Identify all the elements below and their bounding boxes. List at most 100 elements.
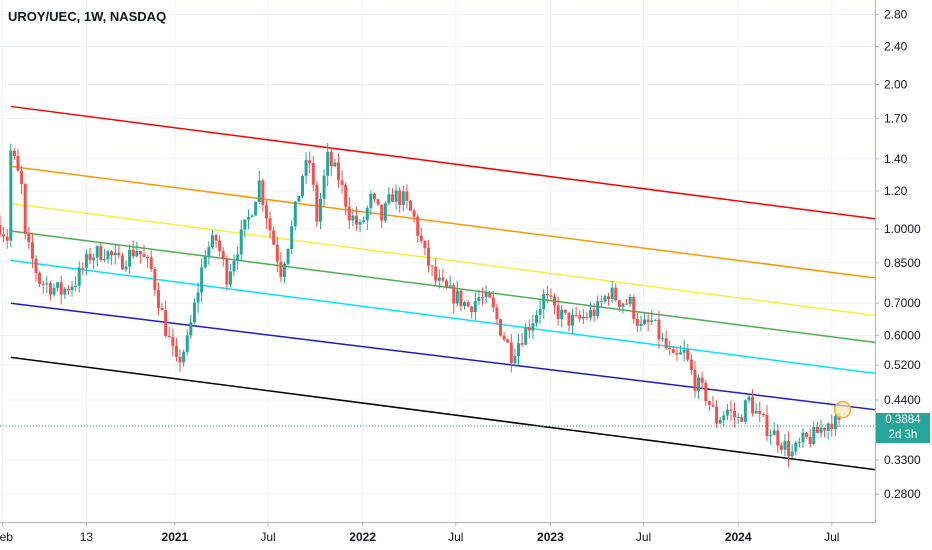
candle-body-28	[99, 246, 103, 261]
candle-body-118	[423, 240, 427, 249]
candle-body-59	[210, 235, 214, 248]
candle-body-179	[643, 319, 647, 324]
channel-line-5	[10, 302, 876, 411]
candle-body-195	[700, 377, 704, 383]
candle-body-42	[149, 257, 153, 270]
candle-body-109	[390, 194, 394, 202]
candle-body-91	[326, 151, 330, 176]
candle-body-134	[481, 297, 485, 299]
x-tick-label-4: 2022	[349, 530, 376, 544]
y-tick-label-3: 1.70	[884, 111, 908, 125]
candle-body-194	[697, 377, 701, 392]
candle-body-150	[538, 309, 542, 316]
candle-body-218	[783, 440, 787, 450]
candle-body-103	[369, 193, 373, 208]
channel-line-1	[10, 165, 876, 279]
candle-body-26	[92, 257, 96, 261]
candle-body-117	[419, 235, 423, 241]
candle-body-161	[578, 315, 582, 319]
x-tick-label-7: Jul	[636, 530, 651, 544]
candle-body-72	[257, 180, 261, 203]
candle-body-61	[218, 240, 222, 252]
candle-body-151	[542, 294, 546, 310]
candle-body-15	[52, 287, 56, 295]
candle-body-147	[527, 327, 531, 331]
candle-body-228	[819, 428, 823, 433]
candle-body-126	[452, 285, 456, 304]
candle-body-86	[308, 160, 312, 163]
candle-body-48	[171, 337, 175, 346]
candle-body-121	[434, 266, 438, 281]
candle-body-173	[621, 303, 625, 307]
candle-body-78	[279, 261, 283, 277]
candle-body-169	[607, 296, 611, 299]
candle-body-76	[272, 230, 276, 245]
candle-body-12	[41, 283, 45, 285]
y-tick-label-10: 0.5200	[884, 358, 921, 372]
candle-body-189	[679, 352, 683, 355]
candle-body-65	[232, 261, 236, 272]
candle-body-220	[790, 451, 794, 457]
candle-body-9	[30, 242, 34, 259]
candle-body-33	[117, 252, 121, 256]
candle-body-129	[463, 302, 467, 307]
candle-body-92	[329, 151, 333, 167]
candle-body-114	[408, 200, 412, 211]
candle-body-143	[513, 356, 517, 364]
candle-body-29	[102, 258, 106, 261]
candle-body-214	[769, 434, 773, 436]
candle-body-199	[715, 406, 719, 424]
candle-body-177	[635, 318, 639, 326]
candle-body-68	[243, 219, 247, 230]
candle-body-82	[293, 201, 297, 227]
candle-body-38	[135, 250, 139, 257]
candle-body-75	[268, 218, 272, 231]
candle-body-221	[794, 442, 798, 452]
candle-body-135	[484, 292, 488, 298]
candle-body-111	[398, 190, 402, 206]
candle-body-36	[128, 249, 132, 267]
candle-body-213	[765, 415, 769, 436]
y-tick-label-5: 1.20	[884, 184, 908, 198]
candle-body-208	[747, 396, 751, 401]
candle-body-84	[300, 175, 304, 196]
candle-body-105	[376, 199, 380, 205]
candle-body-201	[722, 415, 726, 420]
candle-body-193	[693, 369, 697, 392]
x-tick-label-6: 2023	[537, 530, 564, 544]
price-axis[interactable]: 2.80 2.40 2.00 1.70 1.40 1.20 1.0000 0.8500 0.70…	[875, 7, 921, 501]
candle-body-56	[200, 267, 204, 293]
candle-body-164	[589, 309, 593, 318]
candle-body-14	[48, 283, 52, 295]
candle-body-217	[779, 445, 783, 450]
candle-body-172	[617, 300, 621, 307]
candle-body-108	[387, 194, 391, 204]
candle-body-4	[12, 150, 16, 156]
candle-body-166	[596, 301, 600, 317]
candle-body-156	[560, 309, 564, 319]
candle-body-3	[9, 150, 13, 241]
y-tick-label-6: 1.0000	[884, 222, 921, 236]
candle-body-116	[416, 216, 420, 236]
candle-body-96	[344, 184, 348, 207]
candle-body-230	[826, 423, 830, 431]
highlight-marker	[833, 400, 852, 419]
candle-body-187	[671, 349, 675, 353]
candle-body-206	[740, 417, 744, 422]
candle-body-19	[66, 288, 70, 291]
last-price-badge: 0.3884	[876, 413, 930, 428]
time-axis[interactable]: Feb 13 2021 Jul 2022 Jul 2023 Jul 2024 Jul	[0, 522, 839, 544]
y-tick-label-9: 0.6000	[884, 328, 921, 342]
candle-body-57	[203, 256, 207, 268]
candle-body-80	[286, 248, 290, 264]
candle-body-8	[27, 233, 31, 243]
candle-body-64	[228, 271, 232, 285]
candle-body-180	[646, 319, 650, 322]
candle-body-60	[214, 235, 218, 241]
candle-body-63	[225, 258, 229, 285]
candle-body-178	[639, 323, 643, 326]
candle-body-77	[275, 244, 279, 262]
candle-body-73	[261, 180, 265, 205]
candle-body-16	[56, 282, 60, 288]
